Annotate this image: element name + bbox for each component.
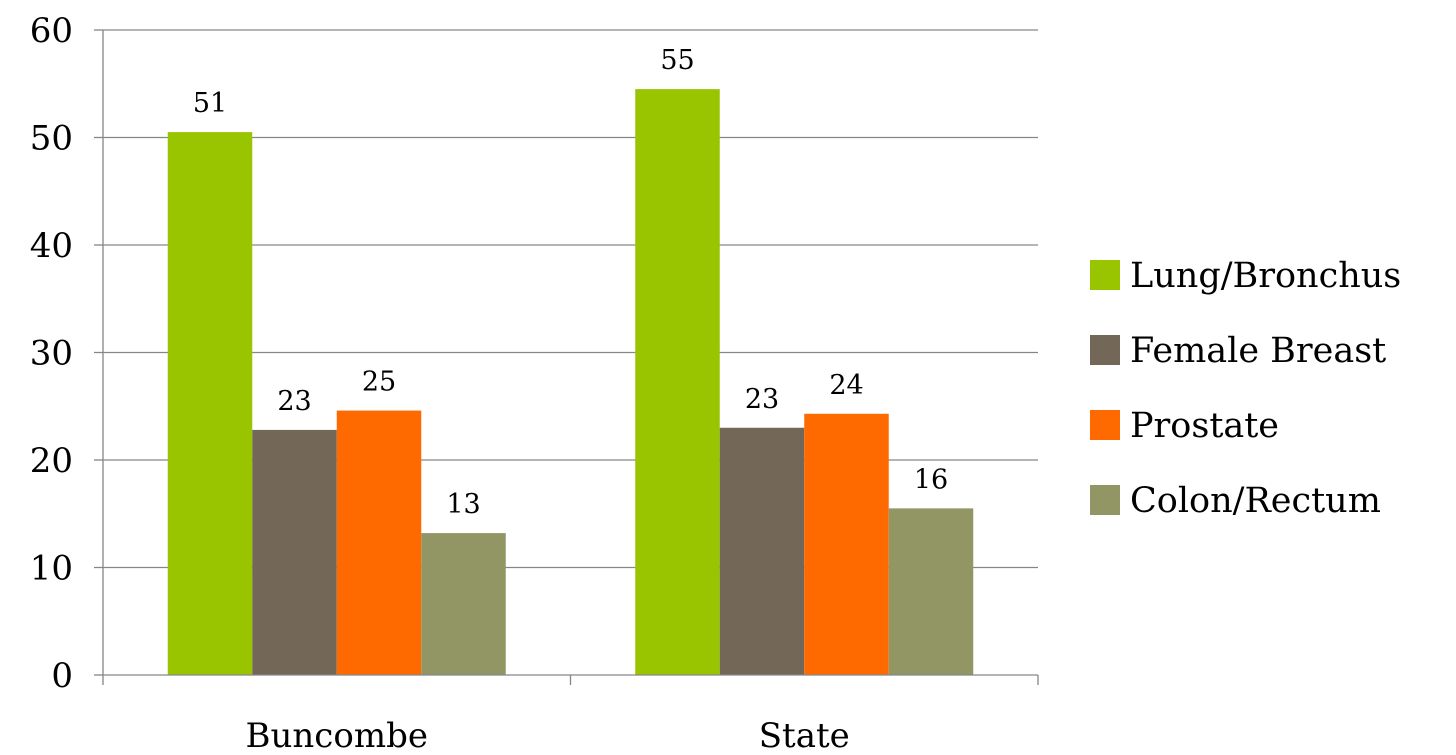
y-tick-label: 10	[30, 549, 73, 589]
y-tick-label: 50	[30, 119, 73, 159]
bar	[252, 429, 337, 675]
y-tick-label: 30	[30, 334, 73, 374]
data-label: 16	[914, 464, 948, 495]
bar	[888, 508, 974, 675]
x-category-label: Buncombe	[246, 716, 428, 755]
data-label: 55	[660, 45, 694, 76]
legend-swatch	[1090, 485, 1120, 515]
bar	[804, 413, 889, 675]
legend-label: Lung/Bronchus	[1130, 256, 1401, 296]
y-tick-label: 60	[30, 11, 73, 51]
bar	[635, 89, 720, 675]
legend-label: Female Breast	[1130, 331, 1386, 371]
x-axis-categories: Buncombe State	[246, 716, 850, 755]
legend: Lung/Bronchus Female Breast Prostate Colon/…	[1090, 256, 1401, 521]
y-tick-label: 20	[30, 441, 73, 481]
data-label: 13	[446, 489, 480, 520]
data-label: 51	[193, 88, 227, 119]
data-label: 25	[362, 367, 396, 398]
legend-label: Colon/Rectum	[1130, 481, 1381, 521]
legend-swatch	[1090, 410, 1120, 440]
axes	[102, 30, 1039, 685]
data-label: 23	[277, 386, 311, 417]
data-label: 23	[745, 384, 779, 415]
bar	[719, 427, 805, 675]
x-category-label: State	[759, 716, 850, 755]
y-tick-label: 0	[51, 656, 73, 696]
legend-swatch	[1090, 260, 1120, 290]
bars	[167, 89, 974, 675]
bar	[421, 533, 506, 675]
y-tick-label: 40	[30, 226, 73, 266]
legend-swatch	[1090, 335, 1120, 365]
data-labels: 51 23 25 13 55 23 24 16	[193, 45, 948, 520]
y-axis-ticks: 0 10 20 30 40 50 60	[30, 11, 103, 696]
legend-label: Prostate	[1130, 406, 1279, 446]
bar	[336, 410, 422, 675]
data-label: 24	[829, 370, 863, 401]
bar	[167, 132, 253, 675]
